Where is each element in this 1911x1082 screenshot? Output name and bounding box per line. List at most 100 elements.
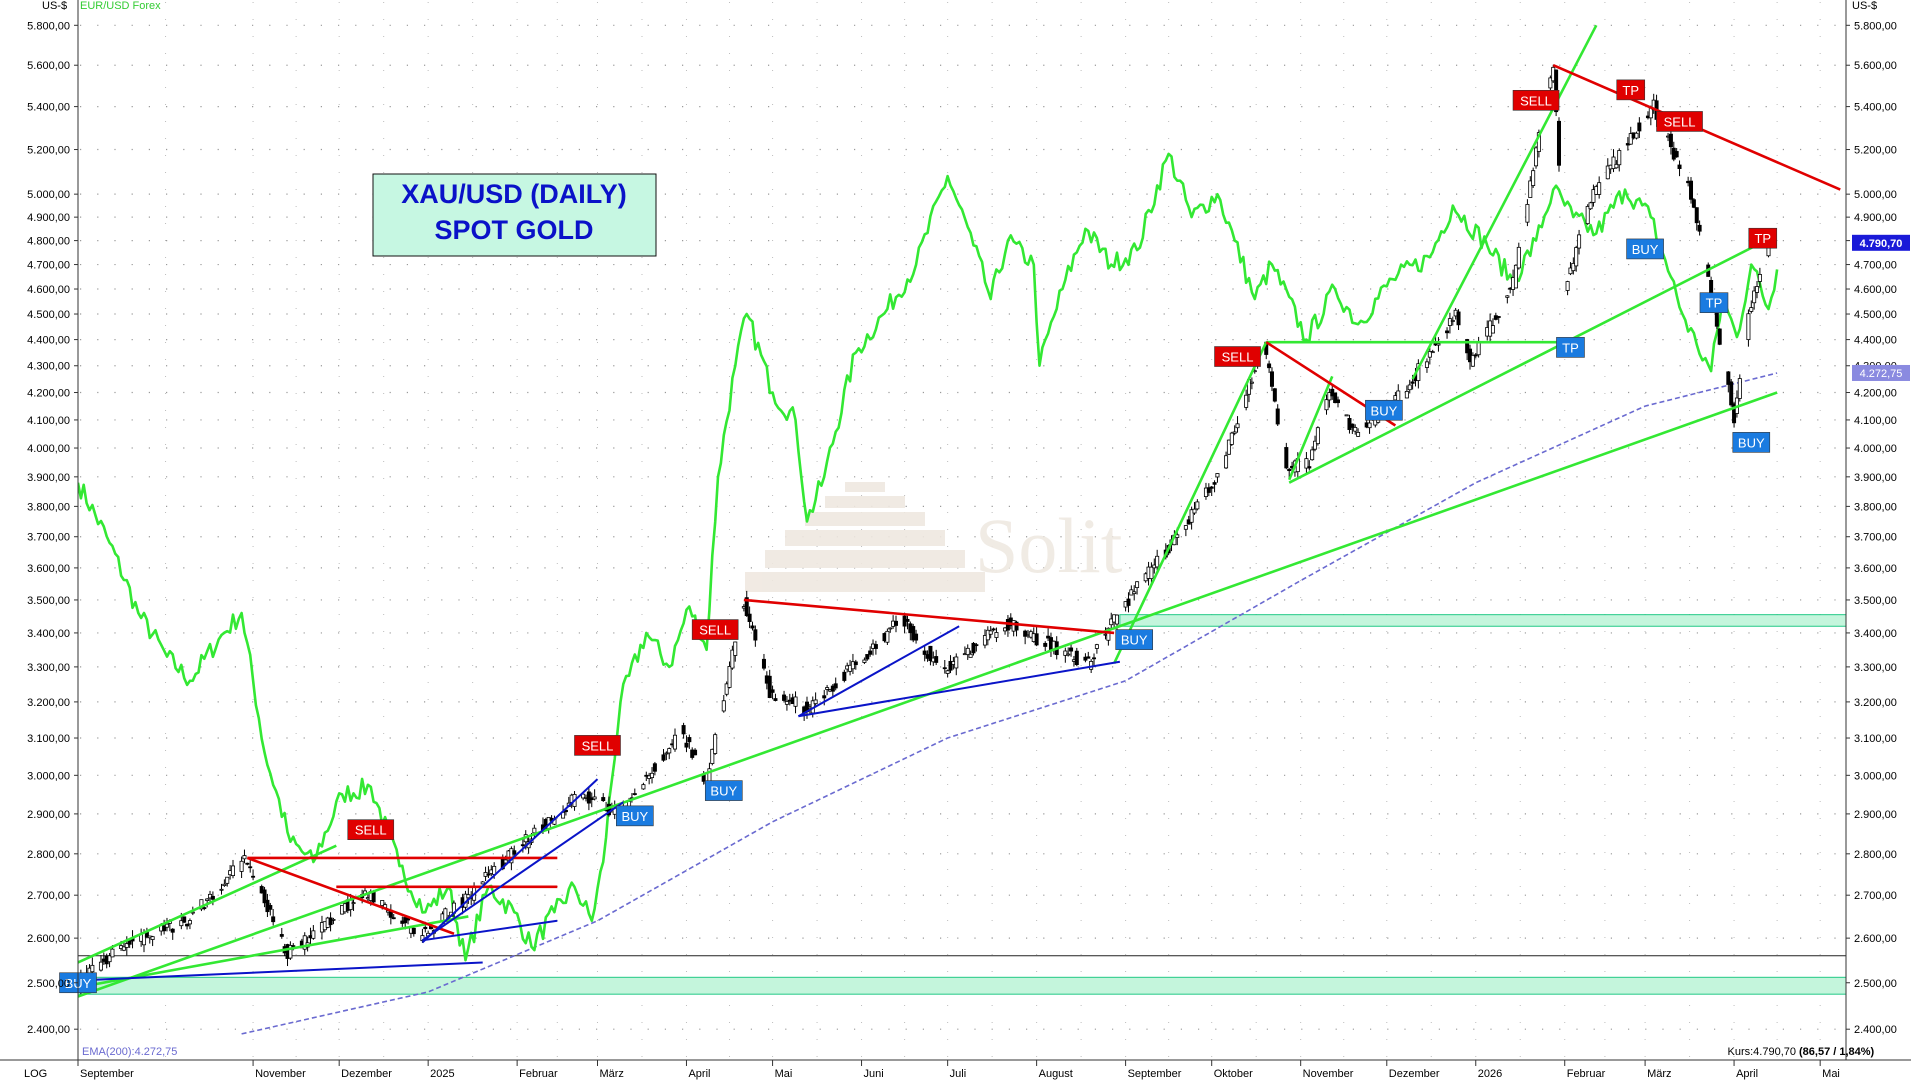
candle-body [121, 946, 126, 951]
signal-label: SELL [355, 823, 387, 838]
y-tick-label-right: 3.900,00 [1854, 472, 1897, 484]
y-tick-label-right: 2.700,00 [1854, 890, 1897, 902]
candle-body [1287, 469, 1292, 472]
candle-body [850, 661, 855, 670]
signal-label: SELL [1664, 114, 1696, 129]
candle-body [1094, 644, 1099, 649]
candle-body [480, 881, 485, 885]
y-tick-label-right: 3.700,00 [1854, 532, 1897, 544]
candle-body [784, 701, 789, 705]
candle-body [1069, 647, 1074, 652]
signal-label: BUY [1632, 242, 1659, 257]
candle-body [974, 644, 979, 647]
candle-body [971, 642, 976, 654]
trendline-green [78, 915, 469, 989]
y-tick-label-right: 3.000,00 [1854, 770, 1897, 782]
candle-body [985, 629, 990, 641]
candle-body [239, 860, 244, 872]
candle-body [162, 925, 167, 932]
candle-body [684, 742, 689, 748]
candle-body [164, 923, 169, 928]
y-tick-label-left: 3.200,00 [27, 697, 70, 709]
trendline-blue [421, 801, 624, 942]
scale-mode-button[interactable]: LOG [24, 1068, 47, 1080]
candle-body [1513, 264, 1518, 289]
candle-body [512, 850, 517, 855]
candle-body [988, 630, 993, 635]
y-tick-label-left: 2.800,00 [27, 849, 70, 861]
candle-body [744, 597, 749, 617]
overlay-legend-label: EUR/USD Forex [80, 0, 161, 12]
candle-body [245, 862, 250, 865]
candle-body [1066, 653, 1071, 656]
y-tick-label-right: 3.800,00 [1854, 501, 1897, 513]
candle-body [1244, 394, 1249, 408]
candle-body [1043, 642, 1048, 647]
candle-body [1490, 325, 1495, 334]
signal-label: BUY [1121, 633, 1148, 648]
candle-body [1427, 351, 1432, 358]
candle-body [1155, 555, 1160, 568]
signal-box [704, 780, 743, 801]
x-tick-label: Dezember [1389, 1068, 1440, 1080]
chart-title-line2: SPOT GOLD [434, 215, 593, 245]
signal-box [1214, 346, 1261, 367]
candle-body [1023, 630, 1028, 637]
signal-box [1365, 399, 1403, 421]
candle-body [1571, 262, 1576, 272]
y-tick-label-left: 3.300,00 [27, 662, 70, 674]
signal-label: SELL [1222, 350, 1254, 365]
trendline-green [1411, 24, 1598, 380]
candle-body [179, 920, 184, 927]
candle-body [248, 866, 253, 869]
y-axis-left: 2.400,00 2.500,00 2.600,00 2.700,00 2.800,00… [27, 20, 78, 1036]
candle-body [1617, 150, 1622, 166]
candle-body [1697, 224, 1702, 232]
eurusd-overlay [78, 152, 1779, 962]
x-tick-label: Februar [519, 1068, 558, 1080]
y-tick-label-right: 5.200,00 [1854, 145, 1897, 157]
candle-body [348, 899, 353, 911]
candle-body [1445, 330, 1450, 334]
chart-title-box: XAU/USD (DAILY) SPOT GOLD [372, 173, 657, 257]
signal-label: SELL [582, 738, 614, 753]
candle-body [994, 632, 999, 638]
candle-body [773, 698, 778, 701]
last-price-label: Kurs:4.790,70 [1728, 1046, 1797, 1058]
candle-body [713, 734, 718, 754]
y-tick-label-right: 3.200,00 [1854, 697, 1897, 709]
candle-body [1135, 581, 1140, 588]
candle-body [822, 695, 827, 699]
candle-body [1407, 384, 1412, 391]
candle-body [1574, 247, 1579, 267]
candle-body [1746, 313, 1751, 341]
y-tick-label-left: 4.000,00 [27, 443, 70, 455]
candle-body [520, 844, 525, 847]
y-tick-label-right: 5.800,00 [1854, 20, 1897, 32]
signal-tp_up: TP [1748, 227, 1778, 249]
y-tick-label-left: 5.400,00 [27, 102, 70, 114]
candle-body [1269, 371, 1274, 387]
candle-body [1628, 133, 1633, 145]
candle-body [1410, 381, 1415, 384]
signal-box [574, 735, 621, 756]
watermark: Solit [745, 482, 1123, 592]
candle-body [1470, 354, 1475, 367]
candle-body [1591, 189, 1596, 203]
trendline-green [1288, 239, 1767, 484]
trendline-blue [797, 625, 960, 718]
support-zone [1119, 614, 1847, 627]
signal-box [1115, 629, 1154, 650]
y-tick-label-right: 3.400,00 [1854, 628, 1897, 640]
x-tick-label: Mai [1822, 1068, 1840, 1080]
candle-body [942, 667, 947, 670]
candle-body [1424, 361, 1429, 368]
signal-box [1732, 432, 1771, 453]
y-tick-label-right: 3.300,00 [1854, 662, 1897, 674]
candle-body [830, 685, 835, 692]
candle-body [793, 696, 798, 707]
candle-body [328, 917, 333, 926]
candle-body [1689, 180, 1694, 200]
candle-body [1611, 156, 1616, 169]
